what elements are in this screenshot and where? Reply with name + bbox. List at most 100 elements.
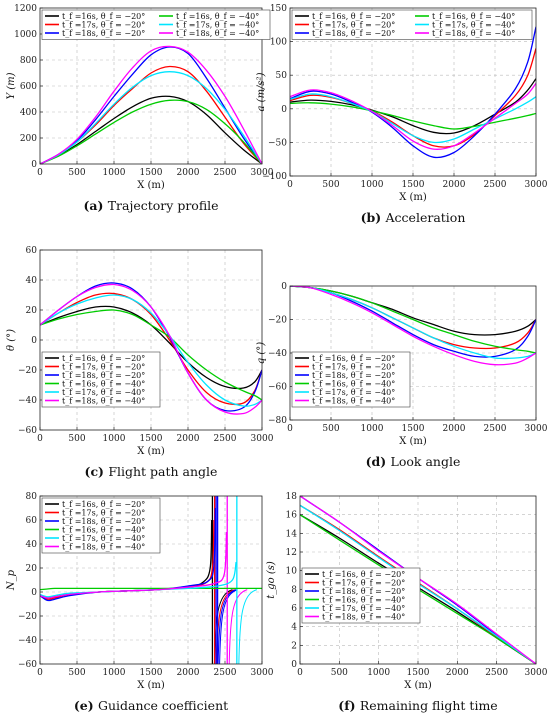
chart-panel-f: 0 500 1000 1500 2000 2500 3000 0 2 4 6 8 10 12 14 16 18 X… — [266, 492, 548, 713]
y-tick-label: 10 — [286, 567, 298, 577]
panel-caption-text: Guidance coefficient — [98, 698, 228, 713]
legend-entry: t_f =17s, θ_f = −20° — [312, 20, 395, 29]
x-tick-label: 2500 — [214, 168, 237, 178]
x-tick-label: 500 — [322, 424, 339, 434]
legend-entry: t_f =17s, θ_f = −40° — [62, 534, 145, 543]
y-tick-label: 12 — [286, 548, 297, 558]
y-tick-label: −40 — [268, 349, 287, 359]
legend-entry: t_f =18s, θ_f = −20° — [312, 371, 395, 380]
x-tick-label: 0 — [287, 424, 293, 434]
series-line-1 — [290, 78, 536, 135]
legend-entry: t_f =16s, θ_f = −40° — [432, 12, 515, 21]
y-tick-label: 0 — [31, 160, 37, 170]
legend-entry: t_f =18s, θ_f = −20° — [312, 29, 395, 38]
x-tick-label: 0 — [37, 168, 43, 178]
legend-box — [291, 9, 533, 40]
panel-caption: (e) Guidance coefficient — [74, 698, 228, 713]
legend-box — [41, 9, 271, 40]
legend-box — [41, 351, 161, 408]
x-tick-label: 1000 — [361, 424, 384, 434]
series-group — [40, 282, 262, 415]
series-line-4 — [290, 102, 536, 130]
y-tick-label: 1200 — [14, 4, 37, 14]
y-tick-label: −100 — [262, 172, 287, 182]
y-axis-label: a (m/s²) — [256, 72, 267, 111]
x-tick-label: 2500 — [484, 424, 507, 434]
x-axis-label: X (m) — [404, 680, 432, 691]
chart-panel-b: 0 500 1000 1500 2000 2500 3000 −100 −50 0 50 100 150… — [256, 4, 548, 225]
x-tick-label: 1500 — [402, 424, 425, 434]
y-tick-label: −60 — [18, 426, 37, 436]
y-tick-label: 100 — [270, 38, 287, 48]
legend-entry: t_f =16s, θ_f = −20° — [312, 354, 395, 363]
legend-box — [301, 567, 421, 624]
y-tick-label: 40 — [26, 276, 38, 286]
legend-entry: t_f =17s, θ_f = −40° — [322, 604, 405, 613]
asymptote-branch — [228, 589, 248, 664]
series-line-5 — [290, 286, 536, 360]
legend-entry: t_f =17s, θ_f = −20° — [62, 20, 145, 29]
y-tick-label: 200 — [20, 134, 37, 144]
chart-panel-e: 0 500 1000 1500 2000 2500 3000 −60 −40 −20 0 20 40 60… — [6, 492, 274, 713]
x-tick-label: 3000 — [525, 668, 548, 678]
series-line-4 — [40, 309, 262, 401]
x-tick-label: 1000 — [367, 668, 390, 678]
x-tick-label: 1500 — [140, 668, 163, 678]
x-tick-label: 3000 — [251, 668, 274, 678]
y-tick-label: 400 — [20, 108, 37, 118]
legend: t_f =16s, θ_f = −20°t_f =17s, θ_f = −20°… — [41, 497, 161, 554]
series-group — [290, 26, 536, 159]
legend-entry: t_f =16s, θ_f = −20° — [62, 500, 145, 509]
y-axis-label: θ (°) — [6, 329, 17, 351]
y-tick-label: −40 — [18, 396, 37, 406]
legend-entry: t_f =18s, θ_f = −40° — [322, 612, 405, 621]
x-tick-label: 1000 — [103, 168, 126, 178]
x-tick-label: 2500 — [214, 668, 237, 678]
x-tick-label: 0 — [287, 180, 293, 190]
y-tick-label: −60 — [268, 383, 287, 393]
x-tick-label: 2000 — [177, 668, 200, 678]
x-tick-label: 2000 — [177, 168, 200, 178]
y-tick-label: −20 — [268, 316, 287, 326]
legend-box — [291, 351, 411, 408]
series-line-1 — [40, 95, 262, 164]
panel-letter: (c) — [85, 464, 109, 479]
legend-entry: t_f =18s, θ_f = −20° — [62, 517, 145, 526]
x-tick-label: 2000 — [443, 180, 466, 190]
y-tick-label: 80 — [26, 492, 38, 502]
legend-entry: t_f =17s, θ_f = −40° — [176, 20, 259, 29]
legend-entry: t_f =18s, θ_f = −20° — [62, 371, 145, 380]
y-tick-label: −60 — [18, 660, 37, 670]
panel-letter: (e) — [74, 698, 98, 713]
y-tick-label: 20 — [26, 306, 38, 316]
panel-caption: (a) Trajectory profile — [83, 198, 218, 213]
panel-caption: (c) Flight path angle — [85, 464, 218, 479]
series-line-6 — [290, 82, 536, 150]
y-tick-label: 0 — [291, 660, 297, 670]
legend-box — [41, 497, 161, 554]
legend: t_f =16s, θ_f = −20°t_f =17s, θ_f = −20°… — [301, 567, 421, 624]
asymptote-branch — [238, 589, 258, 664]
x-tick-label: 0 — [37, 434, 43, 444]
y-tick-label: 16 — [286, 511, 298, 521]
x-tick-label: 1000 — [103, 668, 126, 678]
series-line-2 — [40, 292, 262, 406]
x-tick-label: 2000 — [446, 668, 469, 678]
legend-entry: t_f =17s, θ_f = −40° — [62, 388, 145, 397]
x-tick-label: 2500 — [484, 180, 507, 190]
y-tick-label: 800 — [20, 56, 37, 66]
legend-entry: t_f =18s, θ_f = −40° — [62, 396, 145, 405]
panel-caption-text: Acceleration — [385, 210, 466, 225]
y-tick-label: −20 — [18, 366, 37, 376]
y-tick-label: −80 — [268, 416, 287, 426]
series-line-4 — [40, 99, 262, 164]
y-tick-label: 14 — [286, 529, 298, 539]
y-tick-label: 50 — [276, 71, 288, 81]
series-line-4 — [290, 286, 536, 354]
x-tick-label: 3000 — [251, 168, 274, 178]
x-tick-label: 1500 — [407, 668, 430, 678]
panel-caption-text: Remaining flight time — [360, 698, 498, 713]
legend-entry: t_f =16s, θ_f = −40° — [62, 525, 145, 534]
x-tick-label: 0 — [37, 668, 43, 678]
